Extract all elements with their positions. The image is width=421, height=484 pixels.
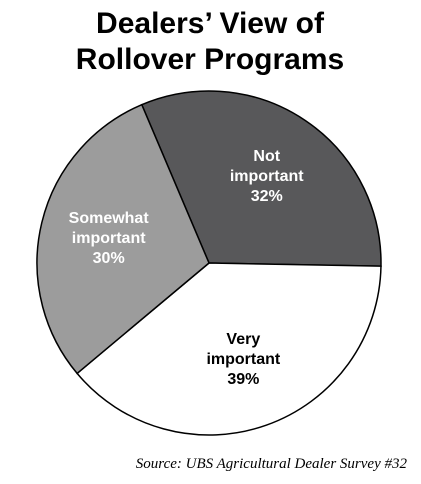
pie-slice	[140, 90, 382, 267]
slice-label: Very important 39%	[197, 330, 289, 390]
value-label: 30%	[92, 249, 125, 267]
source-note: Source: UBS Agricultural Dealer Survey #…	[135, 456, 407, 472]
category-label: Not important	[229, 148, 304, 186]
pie-slice	[36, 103, 210, 375]
slice-label: Somewhat important 30%	[63, 209, 155, 269]
pie-slice	[76, 262, 382, 436]
category-label: Somewhat important	[68, 209, 149, 247]
category-label: Very important	[206, 331, 281, 369]
value-label: 32%	[250, 188, 283, 206]
chart-title: Dealers’ View of Rollover Programs	[75, 7, 345, 76]
value-label: 39%	[227, 371, 260, 389]
slice-label: Not important 32%	[221, 147, 313, 207]
